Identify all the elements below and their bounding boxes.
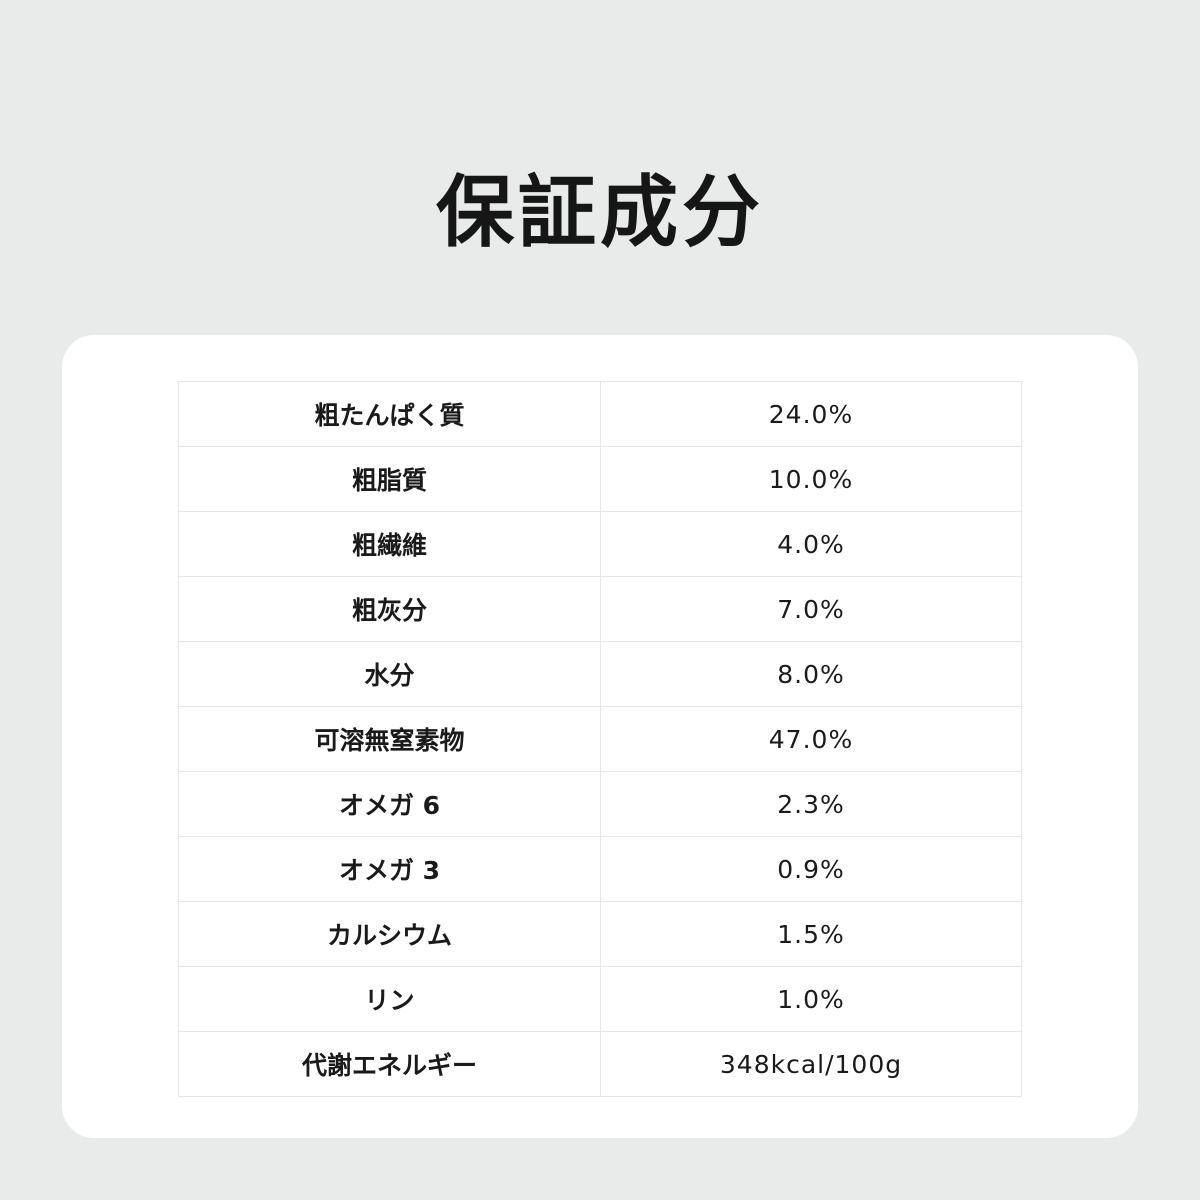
table-row: オメガ 3 0.9% [178,836,1022,902]
nutrient-label: オメガ 3 [178,836,601,902]
nutrient-label: 粗たんぱく質 [178,381,601,447]
nutrient-label: 可溶無窒素物 [178,706,601,772]
nutrient-label: カルシウム [178,901,601,967]
nutrient-label: 代謝エネルギー [178,1031,601,1097]
nutrient-value: 10.0% [600,446,1022,512]
nutrient-value: 1.0% [600,966,1022,1032]
table-row: 粗繊維 4.0% [178,511,1022,577]
nutrient-label: 粗脂質 [178,446,601,512]
table-row: 粗脂質 10.0% [178,446,1022,512]
table-row: カルシウム 1.5% [178,901,1022,967]
nutrient-label: 粗灰分 [178,576,601,642]
nutrient-value: 24.0% [600,381,1022,447]
nutrient-value: 2.3% [600,771,1022,837]
nutrition-table: 粗たんぱく質 24.0% 粗脂質 10.0% 粗繊維 4.0% 粗灰分 7.0% 水分 8.0% 可… [178,381,1022,1097]
nutrient-value: 0.9% [600,836,1022,902]
nutrient-value: 47.0% [600,706,1022,772]
table-row: 可溶無窒素物 47.0% [178,706,1022,772]
table-row: リン 1.0% [178,966,1022,1032]
table-row: 粗灰分 7.0% [178,576,1022,642]
nutrient-value: 348kcal/100g [600,1031,1022,1097]
nutrient-label: リン [178,966,601,1032]
nutrient-label: オメガ 6 [178,771,601,837]
nutrient-label: 水分 [178,641,601,707]
table-row: 粗たんぱく質 24.0% [178,381,1022,447]
table-row: 代謝エネルギー 348kcal/100g [178,1031,1022,1097]
nutrient-value: 1.5% [600,901,1022,967]
table-row: オメガ 6 2.3% [178,771,1022,837]
page-title: 保証成分 [435,168,764,258]
nutrient-value: 8.0% [600,641,1022,707]
nutrient-value: 7.0% [600,576,1022,642]
nutrient-label: 粗繊維 [178,511,601,577]
nutrient-value: 4.0% [600,511,1022,577]
table-row: 水分 8.0% [178,641,1022,707]
